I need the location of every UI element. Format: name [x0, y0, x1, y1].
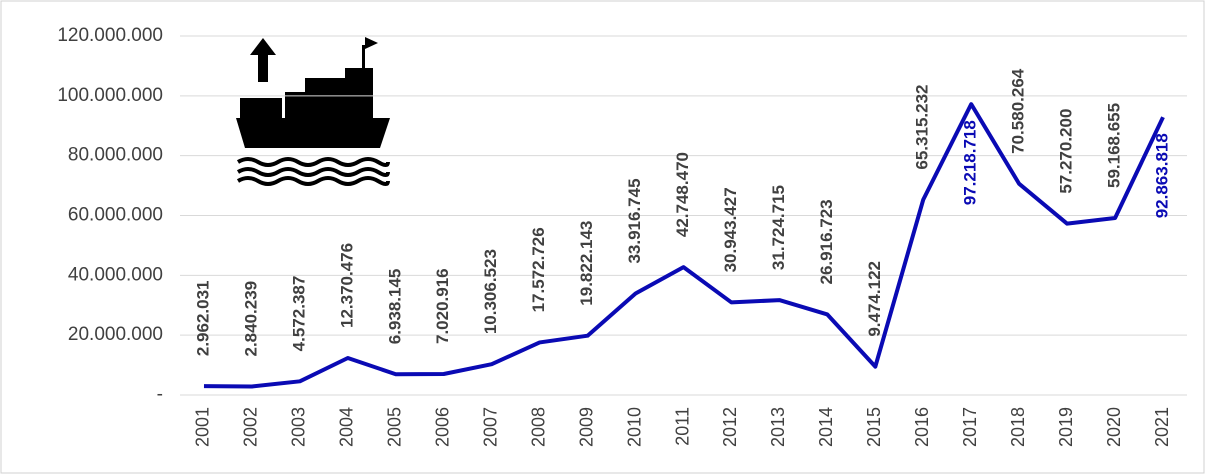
x-tick-label: 2005 — [385, 407, 405, 447]
x-tick-label: 2010 — [624, 407, 644, 447]
x-tick-label: 2011 — [672, 407, 692, 446]
x-tick-label: 2009 — [576, 407, 596, 447]
data-label: 17.572.726 — [529, 227, 548, 312]
y-tick-label: 40.000.000 — [68, 264, 163, 285]
data-label: 30.943.427 — [721, 187, 740, 272]
data-label: 26.916.723 — [817, 199, 836, 284]
x-tick-label: 2017 — [960, 407, 980, 447]
x-tick-label: 2006 — [432, 407, 452, 447]
data-label: 19.822.143 — [577, 221, 596, 306]
x-tick-label: 2019 — [1056, 407, 1076, 447]
x-tick-label: 2021 — [1152, 407, 1172, 447]
data-label: 2.962.031 — [193, 280, 212, 356]
data-label: 97.218.718 — [961, 120, 980, 205]
data-label: 31.724.715 — [769, 185, 788, 270]
x-tick-label: 2013 — [768, 407, 788, 447]
data-label: 2.840.239 — [241, 281, 260, 357]
y-tick-label: 60.000.000 — [68, 205, 163, 226]
y-tick-label: 100.000.000 — [57, 85, 163, 106]
data-label: 65.315.232 — [913, 85, 932, 170]
x-tick-label: 2008 — [528, 407, 548, 447]
x-tick-label: 2004 — [337, 407, 357, 447]
data-label: 57.270.200 — [1057, 109, 1076, 194]
x-tick-label: 2002 — [241, 407, 261, 447]
x-tick-label: 2007 — [480, 407, 500, 447]
x-tick-label: 2015 — [864, 407, 884, 447]
x-tick-label: 2001 — [193, 407, 213, 447]
data-label: 6.938.145 — [385, 269, 404, 345]
data-label: 9.474.122 — [865, 261, 884, 337]
y-tick-label: 120.000.000 — [57, 25, 163, 46]
data-label: 4.572.387 — [289, 276, 308, 352]
x-tick-label: 2018 — [1008, 407, 1028, 447]
x-tick-label: 2003 — [289, 407, 309, 447]
data-label: 12.370.476 — [337, 243, 356, 328]
y-tick-label: 80.000.000 — [68, 145, 163, 166]
line-series — [203, 102, 1165, 389]
x-tick-label: 2020 — [1104, 407, 1124, 447]
data-label: 59.168.655 — [1105, 103, 1124, 188]
data-label: 42.748.470 — [673, 152, 692, 237]
x-tick-label: 2014 — [816, 407, 836, 447]
data-label: 33.916.745 — [625, 178, 644, 263]
x-tick-label: 2016 — [912, 407, 932, 447]
data-label: 10.306.523 — [481, 249, 500, 334]
data-label: 7.020.916 — [433, 268, 452, 344]
data-label: 92.863.818 — [1153, 133, 1172, 218]
data-label: 70.580.264 — [1009, 68, 1028, 154]
x-tick-label: 2012 — [720, 407, 740, 447]
ship-icon — [236, 37, 390, 186]
y-tick-label: - — [157, 384, 163, 405]
y-tick-label: 20.000.000 — [68, 324, 163, 345]
